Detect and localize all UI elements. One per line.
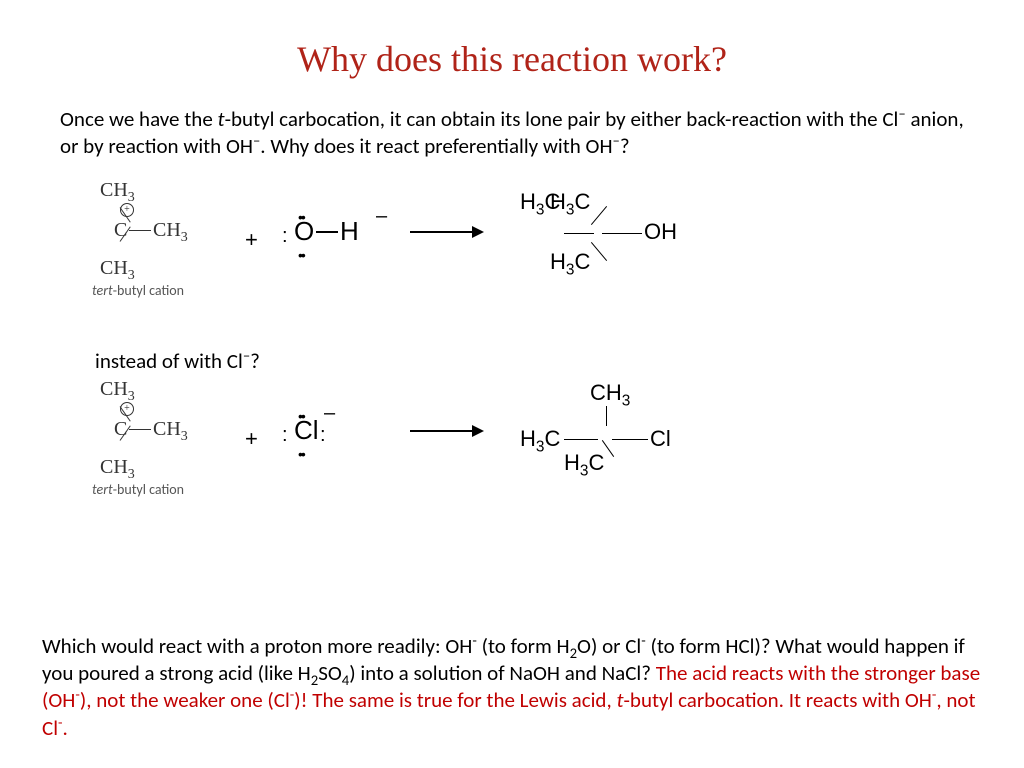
ch3-text: CH bbox=[590, 380, 622, 405]
prod2-h3c-bot: H3C bbox=[564, 450, 604, 476]
cl-lp-left: : bbox=[282, 424, 288, 447]
ans-6: . bbox=[63, 715, 68, 741]
prod1-bond-b bbox=[564, 233, 594, 234]
prod2-bond-right bbox=[612, 439, 648, 440]
bond-1b bbox=[129, 230, 151, 231]
intro-text-1: Once we have the bbox=[60, 106, 218, 132]
c: C bbox=[544, 426, 560, 451]
intro-italic-t: t bbox=[218, 106, 225, 132]
h: H bbox=[520, 426, 536, 451]
ch3-bot-2: CH3 bbox=[100, 456, 135, 479]
ch3-text: CH bbox=[100, 378, 128, 400]
prod1-bond-d bbox=[602, 233, 642, 234]
prod1-oh: OH bbox=[644, 219, 677, 245]
intro-paragraph: Once we have the t-butyl carbocation, it… bbox=[0, 106, 1024, 161]
c: C bbox=[574, 189, 590, 214]
ch3-right-1: CH3 bbox=[153, 219, 188, 242]
o-atom: O bbox=[294, 216, 314, 247]
intro-text-4: . Why does it react preferentially with … bbox=[260, 133, 612, 159]
slide-title: Why does this reaction work? bbox=[0, 0, 1024, 88]
bt-6: ) into a solution of NaOH and NaCl? bbox=[349, 660, 656, 686]
lone-pair-left: : bbox=[282, 225, 288, 248]
sub3: 3 bbox=[128, 268, 135, 283]
prod1-h3c-bot: H3C bbox=[550, 249, 590, 275]
reaction-arrow-1 bbox=[410, 231, 482, 233]
ch3-top-2: CH3 bbox=[100, 378, 135, 401]
c: C bbox=[544, 189, 560, 214]
cation-caption-1: tert-butyl cation bbox=[92, 282, 184, 299]
lone-pair-bot: •• bbox=[298, 247, 304, 263]
intertext: instead of with Cl–? bbox=[0, 348, 1024, 374]
plus-sign-1: + bbox=[245, 227, 258, 253]
ans-4: -butyl carbocation. It reacts with OH bbox=[623, 687, 931, 713]
ch3-text: CH bbox=[100, 257, 128, 279]
ans-2: ), not the weaker one (Cl bbox=[80, 687, 290, 713]
h-atom: H bbox=[340, 216, 359, 247]
caption-ital: tert bbox=[92, 481, 113, 498]
sub3: 3 bbox=[181, 230, 188, 245]
sub3: 3 bbox=[181, 429, 188, 444]
hydroxide-charge: – bbox=[376, 205, 387, 228]
oh-bond bbox=[316, 231, 338, 233]
intertext-pre: instead of with Cl bbox=[95, 348, 243, 374]
h: H bbox=[564, 450, 580, 475]
caption-rest: -butyl cation bbox=[113, 481, 184, 498]
ch3-bot-1: CH3 bbox=[100, 257, 135, 280]
reaction-oh-row: CH3 + C CH3 CH3 tert-butyl cation + •• :… bbox=[100, 179, 1024, 334]
cation-caption-2: tert-butyl cation bbox=[92, 481, 184, 498]
ans-3: )! The same is true for the Lewis acid, bbox=[294, 687, 616, 713]
bond-2b bbox=[129, 429, 151, 430]
prod2-bond-top bbox=[606, 406, 607, 426]
bt-1: Which would react with a proton more rea… bbox=[42, 633, 472, 659]
c: C bbox=[574, 249, 590, 274]
bt-5: SO bbox=[318, 660, 342, 686]
bt-2: (to form H bbox=[477, 633, 570, 659]
prod1-h3c-left: H3C bbox=[520, 189, 560, 215]
caption-rest: -butyl cation bbox=[113, 282, 184, 299]
ch3-right-2: CH3 bbox=[153, 418, 188, 441]
h: H bbox=[520, 189, 536, 214]
cl-lp-right: : bbox=[320, 424, 326, 447]
chloride-charge: – bbox=[324, 402, 335, 425]
s3: 3 bbox=[622, 392, 631, 409]
prod1-bond-a bbox=[591, 206, 607, 225]
bottom-paragraph: Which would react with a proton more rea… bbox=[42, 633, 982, 742]
sub3: 3 bbox=[128, 467, 135, 482]
caption-ital: tert bbox=[92, 282, 113, 299]
prod2-ch3-top: CH3 bbox=[590, 380, 630, 406]
intertext-post: ? bbox=[250, 348, 260, 374]
intro-text-2: -butyl carbocation, it can obtain its lo… bbox=[225, 106, 899, 132]
bt-3: O) or Cl bbox=[577, 633, 641, 659]
reaction-cl-row: CH3 + C CH3 CH3 tert-butyl cation + •• :… bbox=[100, 378, 1024, 533]
plus-sign-2: + bbox=[245, 426, 258, 452]
c: C bbox=[588, 450, 604, 475]
ch3-text: CH bbox=[100, 179, 128, 201]
prod1-bond-c bbox=[591, 242, 607, 261]
ch3-text: CH bbox=[153, 418, 181, 440]
ch3-top-1: CH3 bbox=[100, 179, 135, 202]
ch3-text: CH bbox=[100, 456, 128, 478]
intro-text-5: ? bbox=[620, 133, 630, 159]
intro-cl-minus: – bbox=[898, 104, 905, 122]
cl-lp-bot: •• bbox=[298, 446, 304, 462]
prod2-h3c-left: H3C bbox=[520, 426, 560, 452]
ch3-text: CH bbox=[153, 219, 181, 241]
h: H bbox=[550, 249, 566, 274]
prod2-bond-left bbox=[564, 439, 598, 440]
cl-atom: Cl bbox=[294, 415, 319, 446]
prod2-cl: Cl bbox=[650, 426, 671, 452]
reaction-arrow-2 bbox=[410, 430, 482, 432]
intro-oh-minus-2: – bbox=[613, 131, 620, 149]
